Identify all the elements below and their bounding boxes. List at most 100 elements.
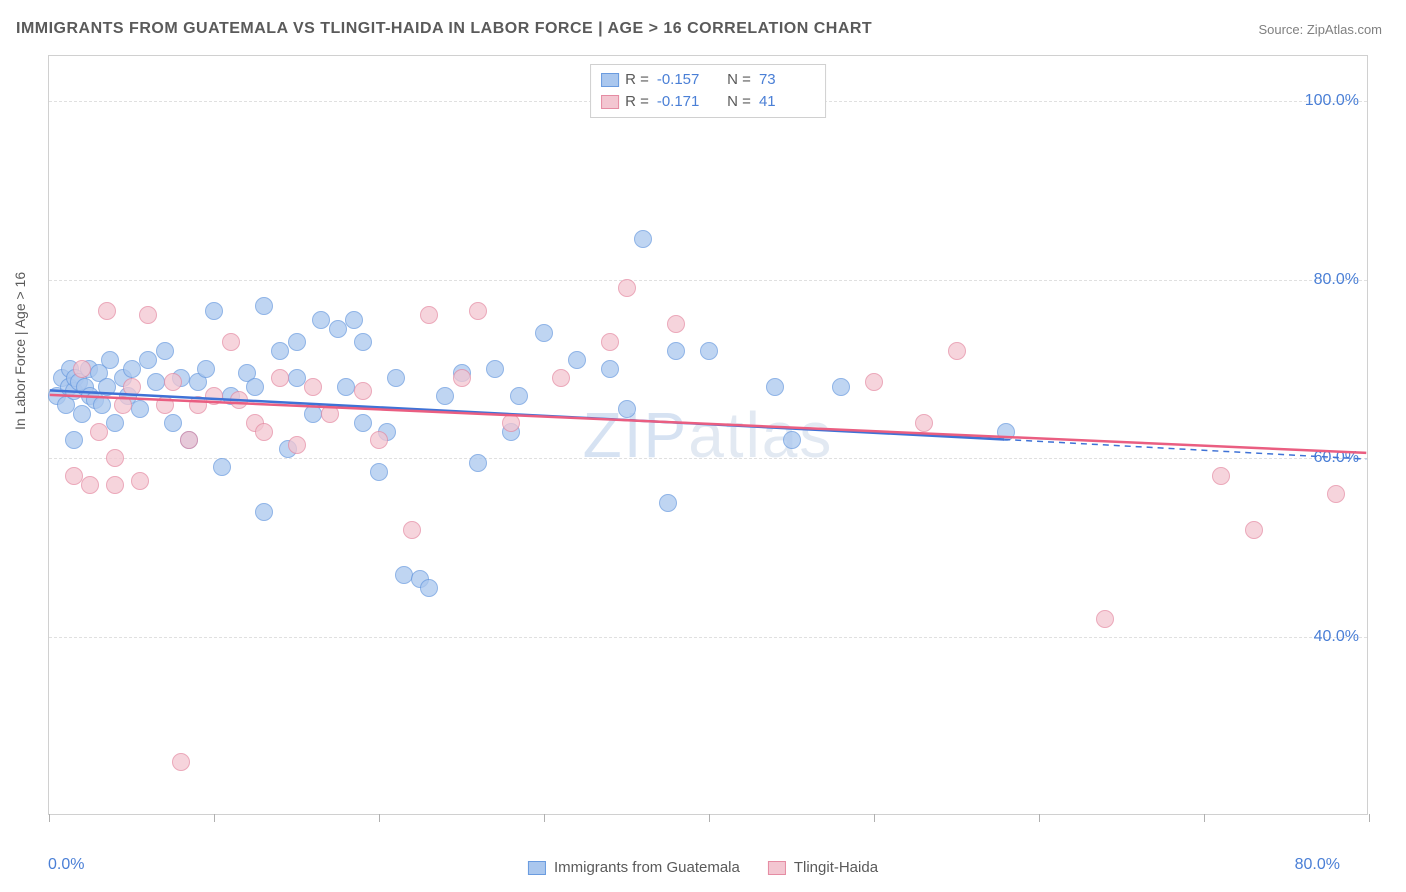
y-axis-title: In Labor Force | Age > 16 (12, 272, 28, 430)
data-point (865, 373, 883, 391)
legend-swatch (601, 73, 619, 87)
legend-n-label: N = (719, 91, 751, 113)
data-point (535, 324, 553, 342)
data-point (453, 369, 471, 387)
legend-correlation: R =-0.157 N =73R =-0.171 N =41 (590, 64, 826, 118)
legend-item: Tlingit-Haida (768, 859, 878, 876)
data-point (1212, 467, 1230, 485)
data-point (354, 414, 372, 432)
y-tick-label: 80.0% (1314, 271, 1359, 289)
data-point (915, 414, 933, 432)
data-point (469, 302, 487, 320)
data-point (304, 378, 322, 396)
legend-n-label: N = (719, 69, 751, 91)
data-point (271, 369, 289, 387)
data-point (101, 351, 119, 369)
data-point (106, 476, 124, 494)
data-point (1245, 521, 1263, 539)
data-point (486, 360, 504, 378)
data-point (288, 436, 306, 454)
y-tick-label: 40.0% (1314, 628, 1359, 646)
data-point (469, 454, 487, 472)
data-point (213, 458, 231, 476)
x-tick (1039, 814, 1040, 822)
data-point (667, 315, 685, 333)
data-point (783, 431, 801, 449)
legend-row: R =-0.157 N =73 (601, 69, 815, 91)
legend-label: Immigrants from Guatemala (554, 859, 740, 876)
data-point (131, 472, 149, 490)
data-point (601, 333, 619, 351)
data-point (601, 360, 619, 378)
legend-r-value: -0.171 (657, 91, 713, 113)
data-point (997, 423, 1015, 441)
chart-title: IMMIGRANTS FROM GUATEMALA VS TLINGIT-HAI… (16, 20, 872, 38)
data-point (255, 503, 273, 521)
legend-r-label: R = (625, 69, 649, 91)
legend-r-value: -0.157 (657, 69, 713, 91)
chart-container: IMMIGRANTS FROM GUATEMALA VS TLINGIT-HAI… (0, 0, 1406, 892)
data-point (189, 396, 207, 414)
data-point (123, 378, 141, 396)
y-tick-label: 100.0% (1305, 92, 1359, 110)
data-point (73, 405, 91, 423)
x-tick (1369, 814, 1370, 822)
data-point (205, 387, 223, 405)
x-tick (49, 814, 50, 822)
data-point (502, 414, 520, 432)
data-point (288, 369, 306, 387)
legend-item: Immigrants from Guatemala (528, 859, 740, 876)
legend-series: Immigrants from Guatemala Tlingit-Haida (528, 859, 878, 876)
data-point (395, 566, 413, 584)
x-axis-max-label: 80.0% (1295, 856, 1340, 874)
data-point (246, 378, 264, 396)
data-point (634, 230, 652, 248)
data-point (370, 463, 388, 481)
data-point (312, 311, 330, 329)
data-point (304, 405, 322, 423)
data-point (114, 396, 132, 414)
plot-area: ZIPatlas R =-0.157 N =73R =-0.171 N =41 … (48, 55, 1368, 815)
data-point (618, 279, 636, 297)
data-point (345, 311, 363, 329)
source-label: Source: ZipAtlas.com (1258, 22, 1382, 37)
legend-n-value: 41 (759, 91, 815, 113)
x-tick (379, 814, 380, 822)
data-point (230, 391, 248, 409)
data-point (139, 351, 157, 369)
data-point (510, 387, 528, 405)
data-point (403, 521, 421, 539)
data-point (568, 351, 586, 369)
data-point (98, 302, 116, 320)
x-tick (1204, 814, 1205, 822)
data-point (197, 360, 215, 378)
data-point (420, 306, 438, 324)
data-point (98, 378, 116, 396)
data-point (73, 360, 91, 378)
data-point (667, 342, 685, 360)
data-point (329, 320, 347, 338)
data-point (81, 476, 99, 494)
data-point (139, 306, 157, 324)
legend-label: Tlingit-Haida (794, 859, 878, 876)
data-point (65, 467, 83, 485)
x-axis-min-label: 0.0% (48, 856, 84, 874)
data-point (164, 414, 182, 432)
x-tick (874, 814, 875, 822)
y-tick-label: 60.0% (1314, 449, 1359, 467)
data-point (832, 378, 850, 396)
data-point (147, 373, 165, 391)
data-point (288, 333, 306, 351)
x-tick (544, 814, 545, 822)
data-point (271, 342, 289, 360)
data-point (354, 382, 372, 400)
legend-swatch (528, 861, 546, 875)
gridline (49, 280, 1367, 281)
data-point (337, 378, 355, 396)
data-point (387, 369, 405, 387)
data-point (255, 423, 273, 441)
data-point (436, 387, 454, 405)
gridline (49, 637, 1367, 638)
data-point (948, 342, 966, 360)
data-point (659, 494, 677, 512)
